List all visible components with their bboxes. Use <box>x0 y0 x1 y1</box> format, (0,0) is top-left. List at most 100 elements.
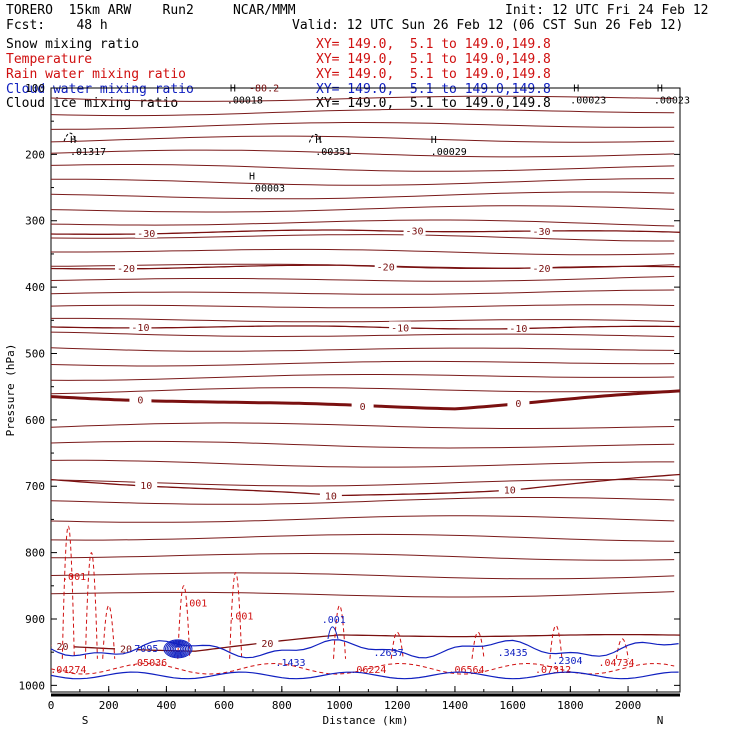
y-axis-title: Pressure (hPa) <box>4 344 17 437</box>
legend-snow: Snow mixing ratio <box>6 37 140 52</box>
rain-contour <box>177 585 191 659</box>
isotherm-label: 0 <box>137 396 143 407</box>
stratification-line <box>50 108 675 117</box>
x-tick-label: 200 <box>99 699 119 712</box>
y-tick-label: 1000 <box>19 679 46 692</box>
isotherm-label: -30 <box>532 227 550 238</box>
snow-max-label: .00003 <box>249 184 285 195</box>
isotherm-label: -10 <box>509 324 527 335</box>
x-tick-label: 600 <box>214 699 234 712</box>
stratification-line <box>50 552 675 561</box>
stratification-line <box>50 591 675 598</box>
stratification-line <box>50 122 675 130</box>
stratification-line <box>50 533 675 542</box>
isotherm-label: 20 <box>120 644 132 655</box>
y-tick-label: 600 <box>25 414 45 427</box>
cloud-water-label: .2637 <box>374 648 404 659</box>
rain-label: .06564 <box>448 665 484 676</box>
stratification-line <box>50 304 675 309</box>
rain-contour <box>84 552 98 659</box>
isotherm-label-bg <box>129 320 152 332</box>
x-tick-label: 1000 <box>326 699 353 712</box>
y-tick-label: 700 <box>25 480 45 493</box>
y-tick-label: 900 <box>25 613 45 626</box>
stratification-line <box>50 374 675 381</box>
x-axis-title: Distance (km) <box>322 714 408 727</box>
x-tick-label: 800 <box>272 699 292 712</box>
ice-max-label: .00023 <box>654 96 690 107</box>
isotherm-label-bg <box>115 261 138 273</box>
isotherm-label-bg <box>135 479 158 491</box>
stratification-line <box>50 387 675 395</box>
stratification-line <box>50 440 675 449</box>
x-tick-label: 0 <box>48 699 55 712</box>
stratification-line <box>50 275 675 282</box>
rain-label: .001 <box>229 612 253 623</box>
legend-temperature-xy: XY= 149.0, 5.1 to 149.0,149.8 <box>316 52 551 67</box>
isotherm-label-bg <box>351 399 374 411</box>
isotherm-label-bg <box>115 642 138 654</box>
cloud-water-max-contour <box>174 646 182 652</box>
stratification-line <box>50 219 675 227</box>
stratification-line <box>50 360 675 367</box>
isotherm-label: 20 <box>57 642 69 653</box>
stratification-line <box>50 135 675 143</box>
cloud-water-label: .7095 <box>128 644 158 655</box>
ice-max-label: .00023 <box>570 96 606 107</box>
isotherm-label: -20 <box>117 264 135 275</box>
y-tick-label: 800 <box>25 547 45 560</box>
stratification-line <box>50 234 675 242</box>
isotherm-label-bg <box>403 224 426 236</box>
ice-max-marker: H <box>573 84 579 95</box>
x-tick-label: 1200 <box>384 699 411 712</box>
stratification-line <box>50 149 675 158</box>
isotherm-label-bg <box>51 639 74 651</box>
isotherm-label-bg <box>530 225 553 237</box>
isotherm-label: -20 <box>532 264 550 275</box>
isotherm-label: 10 <box>504 486 516 497</box>
rain-label: .001 <box>183 598 207 609</box>
stratification-line <box>51 317 675 323</box>
stratification-line <box>50 95 675 102</box>
rain-contour <box>102 605 116 659</box>
stratification-line <box>50 422 675 429</box>
isotherm-label-bg <box>530 261 553 273</box>
x-end-label-left: S <box>82 714 89 727</box>
x-end-label-right: N <box>657 714 664 727</box>
cloud-water-label: .3435 <box>498 648 528 659</box>
isotherm-label: 10 <box>325 492 337 503</box>
y-tick-label: 300 <box>25 215 45 228</box>
snow-max-label: .01317 <box>70 147 106 158</box>
stratification-line <box>51 248 675 256</box>
stratification-line <box>50 515 675 523</box>
cloud-water-max-contour <box>166 641 190 657</box>
stratification-line <box>50 497 675 505</box>
y-tick-label: 200 <box>25 148 45 161</box>
isotherm-label-bg <box>389 321 412 333</box>
isotherm-label-bg <box>507 397 530 409</box>
x-tick-label: 1400 <box>442 699 469 712</box>
cloud-water-label: .2304 <box>552 656 582 667</box>
isotherm-label-bg <box>256 637 279 649</box>
stratification-line <box>50 572 675 580</box>
isotherm-label: -10 <box>131 323 149 334</box>
rain-label: .001 <box>62 572 86 583</box>
isotherm-label: -10 <box>391 323 409 334</box>
y-tick-label: 400 <box>25 281 45 294</box>
isotherm-label: 0 <box>515 399 521 410</box>
rain-label: .05036 <box>131 658 167 669</box>
rain-contour <box>615 638 629 659</box>
stratification-line <box>50 178 675 186</box>
cloud-water-contour <box>50 639 679 659</box>
header-model: TORERO 15km ARW Run2 NCAR/MMM <box>6 3 296 18</box>
temperature-top-label: -80.2 <box>249 83 279 94</box>
stratification-line <box>50 164 675 172</box>
ice-max-marker: H <box>230 84 236 95</box>
isotherm-label-bg <box>507 322 530 334</box>
cloud-water-contour <box>327 626 339 640</box>
snow-max-label: .00351 <box>315 147 351 158</box>
cloud-water-label: .1433 <box>275 658 305 669</box>
snow-max-marker: H <box>249 172 255 183</box>
rain-contour <box>333 605 347 659</box>
